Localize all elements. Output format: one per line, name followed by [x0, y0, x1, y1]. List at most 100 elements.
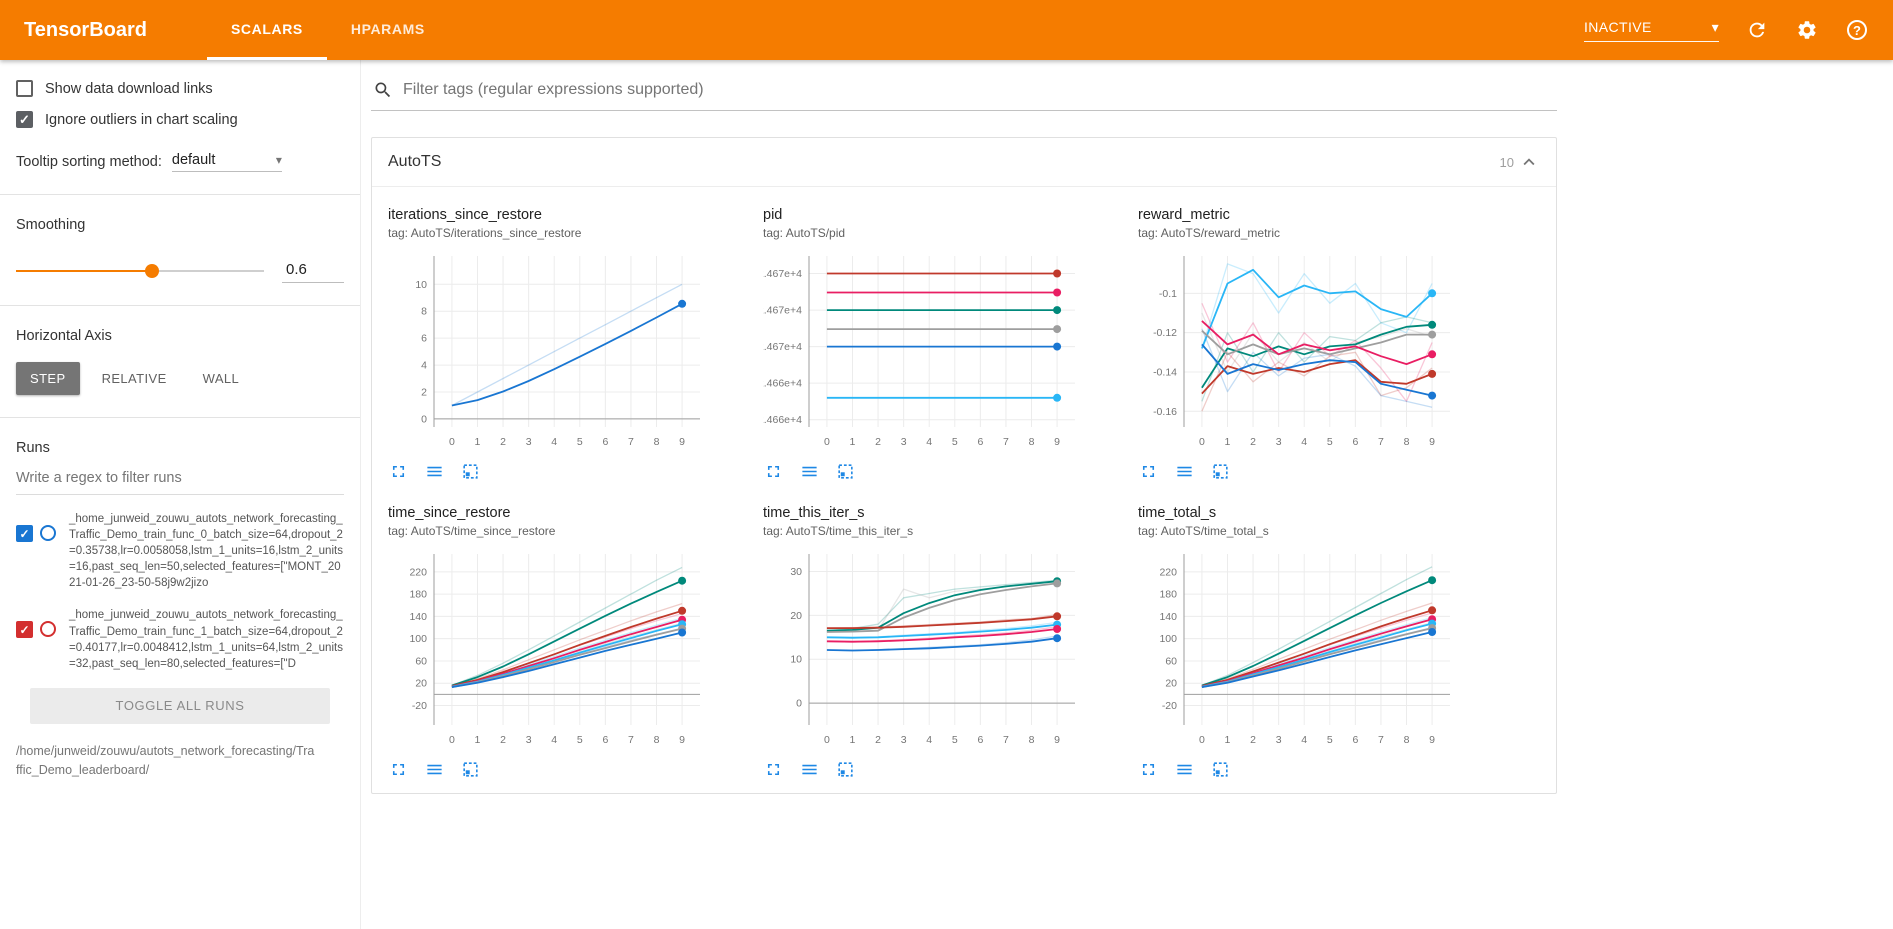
- expand-icon[interactable]: [388, 759, 408, 779]
- slider-thumb[interactable]: [145, 264, 160, 278]
- svg-text:3: 3: [526, 436, 532, 448]
- svg-text:9: 9: [1429, 436, 1435, 448]
- svg-text:9: 9: [1054, 734, 1060, 746]
- svg-text:0: 0: [824, 734, 830, 746]
- chart-title: iterations_since_restore: [388, 207, 542, 223]
- show-download-links-checkbox[interactable]: [16, 80, 33, 97]
- fit-domain-icon[interactable]: [1174, 759, 1194, 779]
- ignore-outliers-label: Ignore outliers in chart scaling: [45, 111, 238, 128]
- chevron-up-icon[interactable]: [1518, 151, 1540, 173]
- run-item[interactable]: ✓ _home_junweid_zouwu_autots_network_for…: [16, 607, 344, 671]
- svg-text:2.467e+4: 2.467e+4: [763, 305, 802, 317]
- svg-text:30: 30: [790, 566, 802, 578]
- chart-tag: tag: AutoTS/time_this_iter_s: [763, 524, 914, 538]
- svg-text:0: 0: [421, 413, 427, 425]
- fit-domain-icon[interactable]: [1174, 461, 1194, 481]
- ignore-outliers-row[interactable]: ✓ Ignore outliers in chart scaling: [16, 111, 344, 128]
- run-radio[interactable]: [40, 525, 56, 541]
- tooltip-sorting-label: Tooltip sorting method:: [16, 154, 162, 170]
- svg-text:4: 4: [551, 436, 557, 448]
- expand-icon[interactable]: [388, 461, 408, 481]
- smoothing-slider[interactable]: [16, 264, 264, 278]
- tab-hparams[interactable]: HPARAMS: [350, 20, 425, 37]
- smoothing-value[interactable]: 0.6: [282, 259, 344, 283]
- axis-relative-button[interactable]: RELATIVE: [101, 371, 167, 386]
- fit-domain-icon[interactable]: [424, 461, 444, 481]
- toggle-all-runs-button[interactable]: TOGGLE ALL RUNS: [30, 687, 330, 724]
- pin-card-icon[interactable]: [1210, 461, 1230, 481]
- run-checkbox[interactable]: ✓: [16, 525, 33, 542]
- chart-title: pid: [763, 207, 783, 223]
- pin-card-icon[interactable]: [460, 461, 480, 481]
- axis-wall-button[interactable]: WALL: [202, 371, 240, 386]
- app-header: TensorBoard SCALARS HPARAMS INACTIVE ▾ ?: [0, 0, 1893, 60]
- slider-fill: [16, 270, 153, 272]
- pin-card-icon[interactable]: [1210, 759, 1230, 779]
- pin-card-icon[interactable]: [835, 461, 855, 481]
- show-download-links-row[interactable]: Show data download links: [16, 80, 344, 97]
- svg-text:7: 7: [1378, 734, 1384, 746]
- svg-text:7: 7: [1003, 734, 1009, 746]
- svg-text:20: 20: [790, 610, 802, 622]
- settings-gear-icon[interactable]: [1795, 18, 1819, 42]
- autots-section-header[interactable]: AutoTS 10: [372, 138, 1556, 187]
- expand-icon[interactable]: [763, 759, 783, 779]
- svg-text:8: 8: [421, 306, 427, 318]
- header-actions: INACTIVE ▾ ?: [1584, 0, 1869, 60]
- svg-text:60: 60: [1165, 655, 1177, 667]
- svg-text:-0.14: -0.14: [1153, 366, 1177, 378]
- svg-text:9: 9: [1054, 436, 1060, 448]
- svg-text:6: 6: [602, 734, 608, 746]
- svg-text:2.466e+4: 2.466e+4: [763, 414, 802, 426]
- svg-text:-0.1: -0.1: [1159, 288, 1177, 300]
- header-tabs: SCALARS HPARAMS: [206, 0, 449, 60]
- svg-text:6: 6: [421, 333, 427, 345]
- svg-text:4: 4: [1301, 436, 1307, 448]
- refresh-icon[interactable]: [1745, 18, 1769, 42]
- svg-text:6: 6: [602, 436, 608, 448]
- svg-text:6: 6: [1352, 734, 1358, 746]
- expand-icon[interactable]: [763, 461, 783, 481]
- svg-text:3: 3: [526, 734, 532, 746]
- chart-title: time_since_restore: [388, 505, 511, 521]
- svg-text:9: 9: [679, 436, 685, 448]
- pin-card-icon[interactable]: [460, 759, 480, 779]
- svg-text:8: 8: [654, 436, 660, 448]
- expand-icon[interactable]: [1138, 759, 1158, 779]
- fit-domain-icon[interactable]: [799, 461, 819, 481]
- fit-domain-icon[interactable]: [799, 759, 819, 779]
- svg-text:2: 2: [1250, 436, 1256, 448]
- svg-text:220: 220: [409, 566, 427, 578]
- help-icon[interactable]: ?: [1845, 18, 1869, 42]
- run-item[interactable]: ✓ _home_junweid_zouwu_autots_network_for…: [16, 511, 344, 591]
- run-checkbox[interactable]: ✓: [16, 621, 33, 639]
- run-radio[interactable]: [40, 621, 56, 638]
- expand-icon[interactable]: [1138, 461, 1158, 481]
- svg-text:5: 5: [952, 734, 958, 746]
- svg-text:-0.12: -0.12: [1153, 327, 1177, 339]
- svg-text:10: 10: [415, 279, 427, 291]
- pin-card-icon[interactable]: [835, 759, 855, 779]
- tag-filter-input[interactable]: [403, 81, 1555, 99]
- svg-text:2: 2: [1250, 734, 1256, 746]
- svg-text:1: 1: [850, 734, 856, 746]
- svg-text:20: 20: [415, 678, 427, 690]
- svg-text:4: 4: [1301, 734, 1307, 746]
- tooltip-sorting-select[interactable]: default ▾: [171, 152, 282, 172]
- svg-text:3: 3: [1276, 734, 1282, 746]
- tag-filter-bar: [371, 78, 1557, 111]
- ignore-outliers-checkbox[interactable]: ✓: [16, 111, 33, 128]
- svg-text:8: 8: [1029, 436, 1035, 448]
- svg-text:0: 0: [796, 698, 802, 710]
- search-icon: [375, 82, 391, 98]
- svg-text:180: 180: [409, 589, 427, 601]
- chart-plot: 2.467e+4 2.467e+4 2.467e+4 2.466e+4 2.466e+4…: [763, 248, 1083, 453]
- axis-step-button[interactable]: STEP: [16, 362, 80, 395]
- runs-filter-input[interactable]: [16, 462, 344, 495]
- fit-domain-icon[interactable]: [424, 759, 444, 779]
- svg-text:2.467e+4: 2.467e+4: [763, 268, 802, 280]
- tab-scalars[interactable]: SCALARS: [206, 0, 327, 60]
- data-status-select[interactable]: INACTIVE ▾: [1584, 19, 1719, 42]
- tooltip-sorting-value: default: [171, 152, 216, 168]
- svg-text:4: 4: [926, 436, 932, 448]
